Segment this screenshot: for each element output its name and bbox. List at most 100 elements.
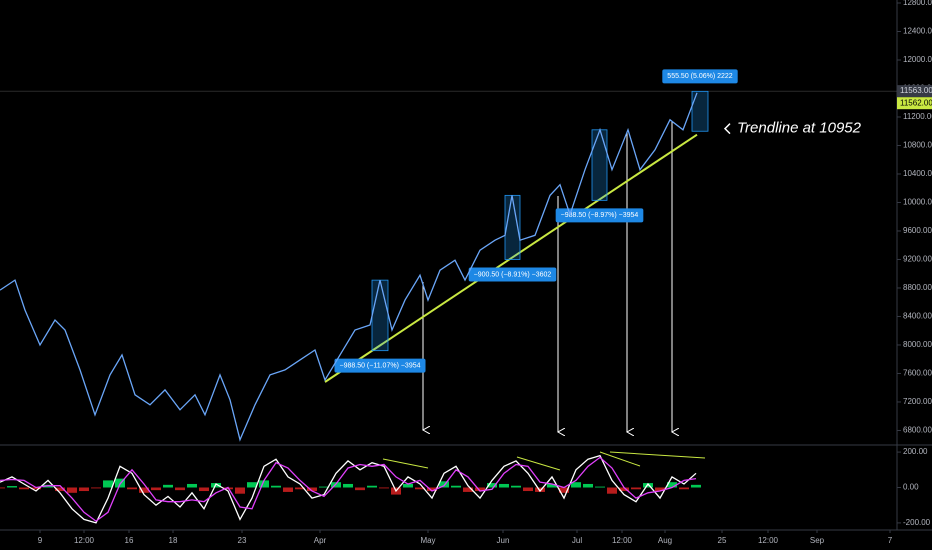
y-tick-label: 6800.00 bbox=[903, 426, 932, 435]
histogram-bar bbox=[583, 483, 593, 488]
x-tick-label: May bbox=[420, 536, 435, 545]
trendline-label: Trendline at 10952 bbox=[737, 120, 862, 137]
histogram-bar bbox=[67, 487, 77, 493]
measure-label-bg bbox=[662, 69, 738, 84]
y-tick-label: 7200.00 bbox=[903, 397, 932, 406]
measure-label: −988.50 (−11.07%) −3954 bbox=[334, 358, 426, 373]
x-tick-label: 18 bbox=[169, 536, 178, 545]
y-tick-label: 8000.00 bbox=[903, 340, 932, 349]
x-tick-label: 7 bbox=[888, 536, 893, 545]
histogram-bar bbox=[511, 485, 521, 488]
histogram-bar bbox=[643, 483, 653, 488]
measure-label: −988.50 (−8.97%) −3954 bbox=[555, 208, 644, 223]
histogram-bar bbox=[379, 487, 389, 489]
histogram-bar bbox=[451, 485, 461, 488]
x-tick-label: Jun bbox=[497, 536, 510, 545]
histogram-bar bbox=[631, 487, 641, 490]
histogram-bar bbox=[259, 480, 269, 488]
measure-label-text: −900.50 (−8.91%) −3602 bbox=[474, 271, 552, 278]
x-tick-label: 12:00 bbox=[758, 536, 779, 545]
x-tick-label: 12:00 bbox=[612, 536, 633, 545]
histogram-bar bbox=[679, 487, 689, 490]
measure-label-bg bbox=[555, 208, 644, 223]
histogram-bar bbox=[415, 487, 425, 490]
measure-label: −900.50 (−8.91%) −3602 bbox=[468, 267, 557, 282]
price-label-bg bbox=[897, 97, 932, 110]
y-tick-label: 10800.00 bbox=[903, 141, 932, 150]
price-label: 11563.00 bbox=[900, 86, 932, 95]
histogram-bar bbox=[523, 487, 533, 492]
histogram-bar bbox=[19, 487, 29, 490]
histogram-bar bbox=[235, 487, 245, 494]
divergence-lines bbox=[382, 451, 706, 471]
y-tick-label: 10400.00 bbox=[903, 169, 932, 178]
histogram-bar bbox=[403, 483, 413, 488]
histogram-bar bbox=[0, 487, 5, 489]
histogram-bar bbox=[283, 487, 293, 492]
trendline-arrow-icon bbox=[723, 123, 731, 135]
x-tick-label: 16 bbox=[125, 536, 134, 545]
y-tick-label: 12400.00 bbox=[903, 27, 932, 36]
histogram-bar bbox=[187, 483, 197, 488]
histogram-bar bbox=[343, 483, 353, 488]
series-line bbox=[0, 454, 697, 524]
x-tick-label: Sep bbox=[810, 536, 825, 545]
histogram-bar bbox=[427, 487, 437, 492]
x-tick-label: 25 bbox=[718, 536, 727, 545]
measure-box bbox=[591, 129, 608, 201]
histogram-bar bbox=[691, 484, 701, 488]
x-tick-label: Apr bbox=[314, 536, 327, 545]
histogram-bar bbox=[175, 487, 185, 491]
y-tick-label: 9600.00 bbox=[903, 226, 932, 235]
divergence-line bbox=[382, 458, 429, 469]
measure-label-text: −988.50 (−8.97%) −3954 bbox=[561, 212, 639, 219]
x-tick-label: 9 bbox=[38, 536, 43, 545]
histogram-bar bbox=[139, 487, 149, 493]
histogram-bar bbox=[475, 487, 485, 492]
y-tick-label: 8800.00 bbox=[903, 283, 932, 292]
histogram-bar bbox=[295, 487, 305, 490]
histogram-bar bbox=[247, 482, 257, 488]
divergence-line bbox=[599, 451, 641, 467]
divergence-line bbox=[516, 456, 561, 471]
measure-label: 555.50 (5.06%) 2222 bbox=[662, 69, 738, 84]
histogram-bar bbox=[151, 487, 161, 491]
histogram-bar bbox=[271, 485, 281, 488]
histogram-bar bbox=[103, 480, 113, 488]
histogram-bar bbox=[487, 483, 497, 488]
x-tick-label: Aug bbox=[658, 536, 672, 545]
y-tick-label: 200.00 bbox=[903, 447, 928, 456]
measure-label-text: 555.50 (5.06%) 2222 bbox=[667, 73, 732, 80]
y-tick-label: 10000.00 bbox=[903, 198, 932, 207]
histogram-bar bbox=[607, 487, 617, 494]
y-tick-label: 7600.00 bbox=[903, 369, 932, 378]
y-tick-label: 0.00 bbox=[903, 483, 919, 492]
histogram-bar bbox=[31, 487, 41, 490]
histogram-bar bbox=[127, 487, 137, 490]
measure-label-text: −988.50 (−11.07%) −3954 bbox=[339, 363, 420, 370]
histogram-bar bbox=[547, 483, 557, 488]
series-line bbox=[0, 456, 697, 522]
histogram-bar bbox=[91, 487, 101, 489]
histogram-bar bbox=[655, 487, 665, 492]
histogram-bar bbox=[535, 487, 545, 492]
series-line bbox=[0, 92, 698, 442]
divergence-line bbox=[609, 451, 706, 459]
measure-label-bg bbox=[334, 358, 426, 373]
price-label: 11562.00 bbox=[900, 98, 932, 107]
y-tick-label: 8400.00 bbox=[903, 312, 932, 321]
x-tick-label: Jul bbox=[572, 536, 582, 545]
histogram-bar bbox=[319, 486, 329, 488]
histogram-bar bbox=[619, 487, 629, 492]
histogram-bar bbox=[79, 487, 89, 492]
measure-box bbox=[691, 90, 709, 132]
x-tick-label: 23 bbox=[238, 536, 247, 545]
trendline bbox=[324, 133, 698, 383]
histogram-bar bbox=[7, 486, 17, 488]
measure-box bbox=[371, 279, 389, 352]
histogram-bar bbox=[355, 487, 365, 491]
measure-label-bg bbox=[468, 267, 557, 282]
y-tick-label: 11200.00 bbox=[903, 112, 932, 121]
